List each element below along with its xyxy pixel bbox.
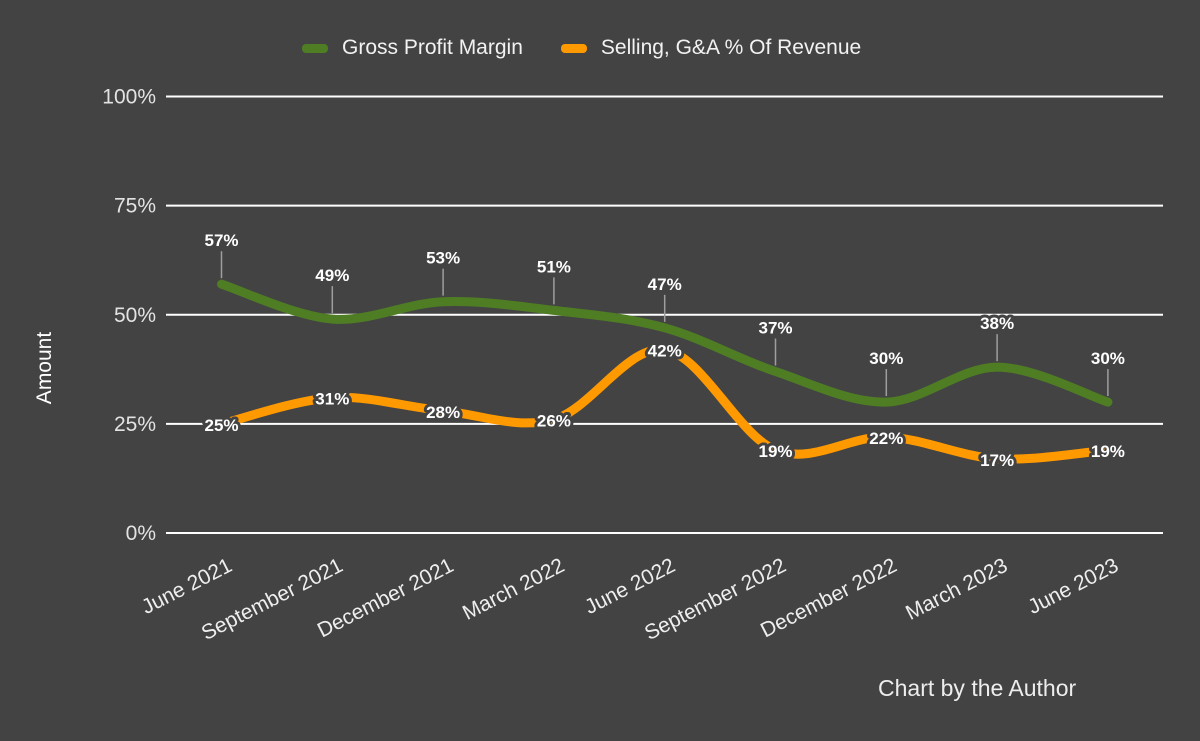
data-label: 25%: [204, 416, 238, 435]
x-tick-label: March 2023: [902, 554, 1011, 625]
data-label: 42%: [648, 342, 682, 361]
legend-swatch-orange: [560, 43, 587, 53]
y-tick-label: 0%: [126, 522, 156, 545]
x-tick-label: June 2023: [1024, 554, 1122, 619]
data-label: 47%: [648, 275, 682, 294]
data-label: 28%: [426, 403, 460, 422]
data-label: 38%: [980, 314, 1014, 333]
data-label: 53%: [426, 249, 460, 268]
data-label: 19%: [1091, 442, 1125, 461]
data-label: 31%: [315, 390, 349, 409]
y-tick-label: 75%: [114, 195, 156, 218]
data-label: 17%: [980, 451, 1014, 470]
data-label: 49%: [315, 266, 349, 285]
chart-credit: Chart by the Author: [878, 675, 1077, 701]
y-tick-label: 25%: [114, 413, 156, 436]
legend-item-gross-profit-margin: Gross Profit Margin: [302, 36, 523, 60]
data-label: 30%: [1091, 349, 1125, 368]
x-tick-label: June 2022: [581, 554, 679, 619]
legend-swatch-green: [302, 43, 328, 53]
y-tick-label: 50%: [114, 304, 156, 327]
data-label: 37%: [758, 318, 792, 337]
x-tick-label: June 2021: [138, 554, 236, 619]
data-label: 30%: [869, 349, 903, 368]
legend: Gross Profit Margin Selling, G&A % Of Re…: [302, 36, 861, 60]
legend-label: Selling, G&A % Of Revenue: [600, 36, 862, 59]
legend-item-sga-revenue: Selling, G&A % Of Revenue: [560, 36, 862, 60]
legend-label: Gross Profit Margin: [342, 36, 523, 59]
x-tick-label: March 2022: [459, 554, 568, 625]
data-label: 57%: [204, 231, 238, 250]
series-line-green: [217, 279, 1113, 407]
data-label: 26%: [537, 412, 571, 431]
series-line-orange: [217, 345, 1113, 464]
data-label: 22%: [869, 429, 903, 448]
y-tick-label: 100%: [102, 86, 156, 109]
data-label: 51%: [537, 257, 571, 276]
data-label: 19%: [758, 442, 792, 461]
